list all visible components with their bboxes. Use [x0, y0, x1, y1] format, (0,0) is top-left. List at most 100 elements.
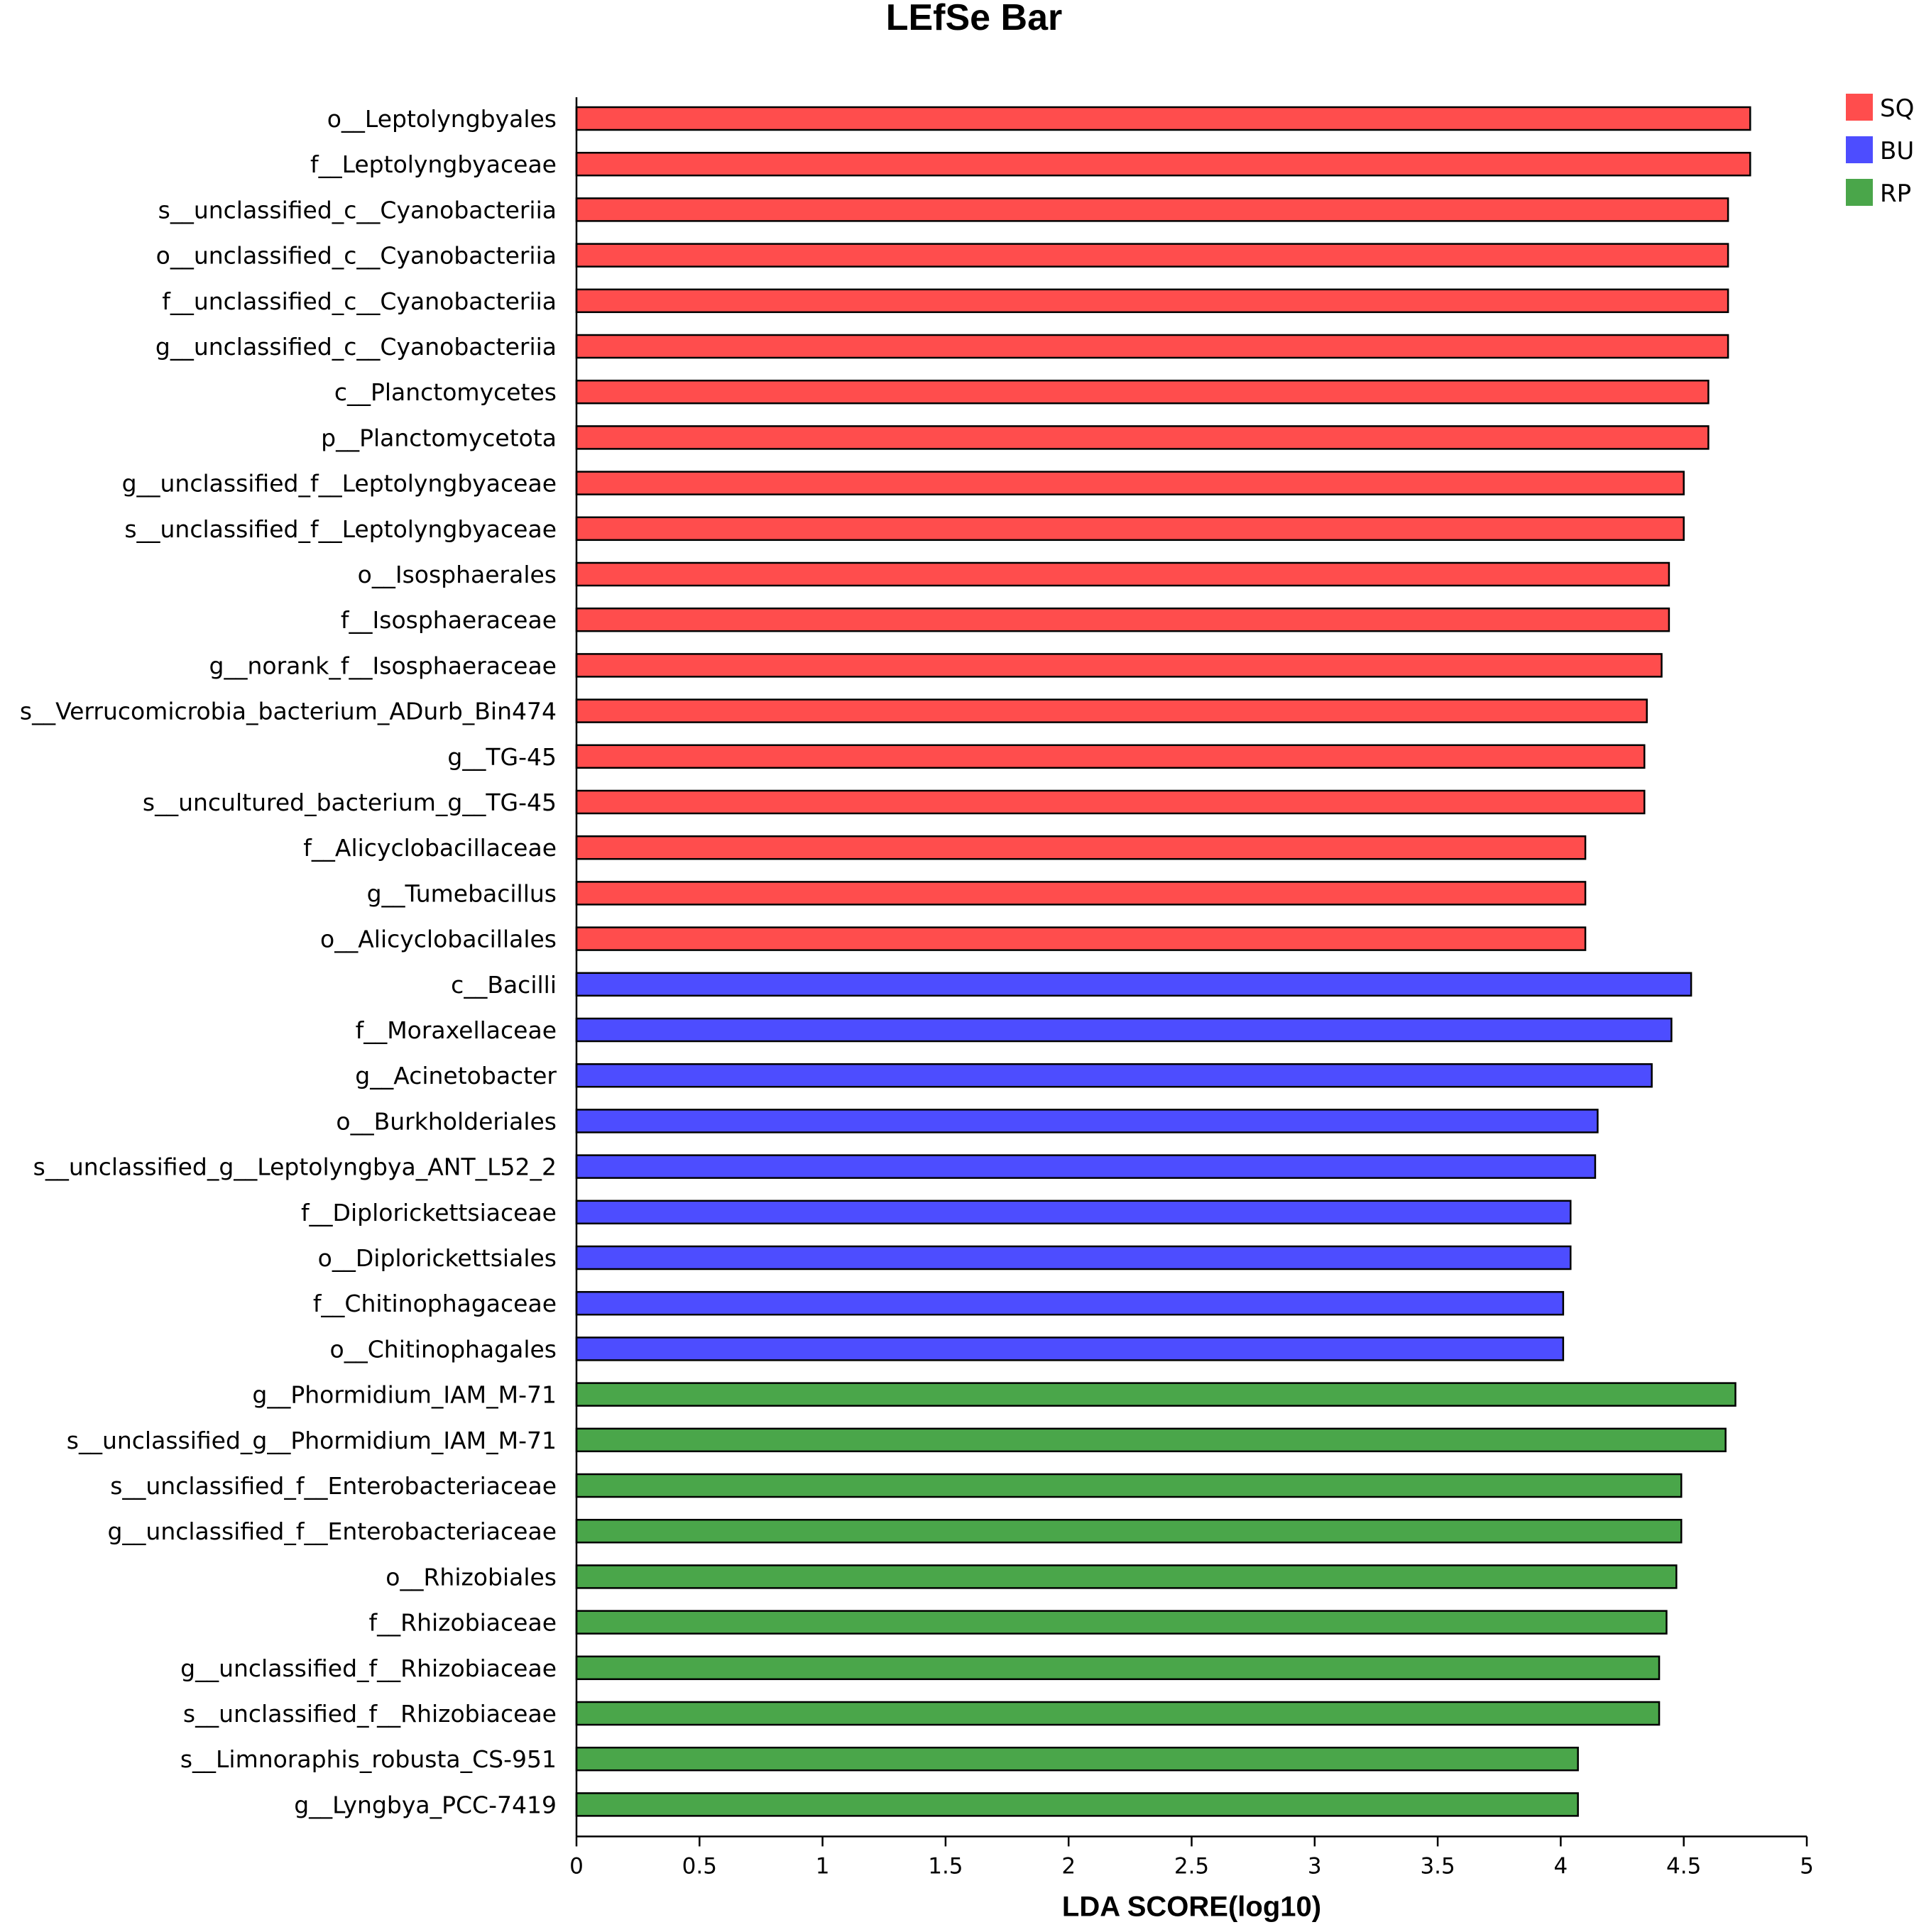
x-tick-label: 2.5 — [1174, 1853, 1209, 1879]
legend-swatch-SQ — [1846, 94, 1873, 121]
x-tick-label: 2 — [1061, 1853, 1076, 1879]
category-label: f__Isosphaeraceae — [341, 606, 557, 634]
category-label: s__unclassified_f__Leptolyngbyaceae — [124, 515, 557, 543]
category-label: s__unclassified_c__Cyanobacteriia — [158, 196, 557, 224]
bar-g__Tumebacillus — [575, 881, 1587, 906]
category-label: f__Leptolyngbyaceae — [310, 150, 557, 178]
category-label: o__Isosphaerales — [358, 561, 557, 588]
legend-label-SQ: SQ — [1880, 94, 1914, 123]
category-label: o__Rhizobiales — [385, 1563, 557, 1591]
category-label: f__Chitinophagaceae — [313, 1290, 557, 1317]
legend-swatch-RP — [1846, 179, 1873, 206]
bar-g__norank_f__Isosphaeraceae — [575, 653, 1663, 678]
category-label: s__unclassified_f__Enterobacteriaceae — [110, 1472, 557, 1500]
bar-o__Rhizobiales — [575, 1564, 1678, 1589]
x-axis-ticks: 0 0.5 1 1.5 2 2.5 3 3.5 4 4.5 5 — [569, 1836, 1814, 1879]
category-label: c__Bacilli — [451, 971, 557, 999]
category-label: o__Alicyclobacillales — [320, 926, 557, 953]
x-tick-label: 4 — [1554, 1853, 1568, 1879]
category-label: g__Lyngbya_PCC-7419 — [294, 1791, 557, 1818]
bar-g__TG-45 — [575, 744, 1646, 769]
bar-f__Moraxellaceae — [575, 1017, 1673, 1043]
category-label: o__unclassified_c__Cyanobacteriia — [156, 242, 557, 270]
bar-f__Leptolyngbyaceae — [575, 151, 1751, 177]
category-label: f__Moraxellaceae — [356, 1016, 557, 1044]
bar-c__Planctomycetes — [575, 379, 1710, 405]
bar-g__unclassified_f__Rhizobiaceae — [575, 1655, 1661, 1681]
bar-s__unclassified_f__Rhizobiaceae — [575, 1701, 1661, 1726]
x-tick-label: 5 — [1800, 1853, 1814, 1879]
bar-o__Leptolyngbyales — [575, 106, 1751, 131]
x-tick-label: 3 — [1308, 1853, 1322, 1879]
category-label: g__unclassified_f__Enterobacteriaceae — [107, 1517, 557, 1545]
bar-f__Isosphaeraceae — [575, 607, 1670, 632]
bar-g__unclassified_f__Enterobacteriaceae — [575, 1518, 1683, 1544]
legend: SQ BU RP — [1846, 94, 1914, 208]
bar-o__unclassified_c__Cyanobacteriia — [575, 243, 1729, 268]
category-label: o__Chitinophagales — [330, 1335, 557, 1363]
legend-label-BU: BU — [1880, 137, 1914, 165]
category-label: g__norank_f__Isosphaeraceae — [209, 652, 557, 679]
category-label: g__Phormidium_IAM_M-71 — [252, 1381, 557, 1409]
bars-layer — [575, 106, 1751, 1817]
x-tick-label: 1.5 — [928, 1853, 963, 1879]
category-label: s__Limnoraphis_robusta_CS-951 — [180, 1745, 557, 1773]
bar-f__Alicyclobacillaceae — [575, 835, 1587, 860]
category-label: g__unclassified_f__Leptolyngbyaceae — [122, 470, 557, 498]
category-label: s__unclassified_g__Leptolyngbya_ANT_L52_… — [33, 1153, 557, 1181]
x-tick-label: 1 — [816, 1853, 830, 1879]
bar-c__Bacilli — [575, 972, 1692, 997]
bar-s__unclassified_c__Cyanobacteriia — [575, 197, 1729, 222]
bar-g__Phormidium_IAM_M-71 — [575, 1382, 1737, 1407]
x-tick-label: 3.5 — [1420, 1853, 1455, 1879]
category-label: s__Verrucomicrobia_bacterium_ADurb_Bin47… — [20, 698, 557, 725]
category-label: s__uncultured_bacterium_g__TG-45 — [143, 789, 557, 816]
category-label: g__TG-45 — [447, 743, 557, 771]
bar-o__Diplorickettsiales — [575, 1245, 1572, 1270]
bar-o__Chitinophagales — [575, 1337, 1565, 1361]
category-labels: o__Leptolyngbyales f__Leptolyngbyaceae s__… — [20, 105, 557, 1818]
bar-s__unclassified_f__Enterobacteriaceae — [575, 1473, 1683, 1498]
bar-s__unclassified_f__Leptolyngbyaceae — [575, 516, 1685, 542]
category-label: f__Rhizobiaceae — [369, 1609, 557, 1637]
category-label: o__Burkholderiales — [336, 1107, 557, 1135]
bar-g__unclassified_f__Leptolyngbyaceae — [575, 471, 1685, 495]
bar-f__unclassified_c__Cyanobacteriia — [575, 288, 1729, 314]
legend-label-RP: RP — [1880, 180, 1911, 208]
bar-f__Rhizobiaceae — [575, 1610, 1668, 1635]
category-label: f__Diplorickettsiaceae — [301, 1199, 557, 1226]
category-label: g__Acinetobacter — [355, 1062, 557, 1090]
category-label: o__Diplorickettsiales — [318, 1244, 557, 1272]
bar-s__Verrucomicrobia_bacterium_ADurb_Bin474 — [575, 698, 1648, 723]
bar-p__Planctomycetota — [575, 425, 1710, 450]
bar-s__unclassified_g__Phormidium_IAM_M-71 — [575, 1427, 1727, 1453]
x-tick-label: 0 — [569, 1853, 584, 1879]
bar-s__unclassified_g__Leptolyngbya_ANT_L52_2 — [575, 1154, 1597, 1179]
category-label: f__unclassified_c__Cyanobacteriia — [162, 287, 557, 315]
x-axis-label: LDA SCORE(log10) — [1062, 1891, 1321, 1922]
category-label: p__Planctomycetota — [321, 424, 557, 451]
category-label: g__unclassified_f__Rhizobiaceae — [180, 1654, 557, 1682]
category-label: s__unclassified_g__Phormidium_IAM_M-71 — [67, 1427, 557, 1454]
bar-o__Alicyclobacillales — [575, 926, 1587, 951]
bar-g__Lyngbya_PCC-7419 — [575, 1792, 1579, 1817]
x-tick-label: 0.5 — [682, 1853, 717, 1879]
category-label: g__Tumebacillus — [367, 879, 557, 907]
category-label: c__Planctomycetes — [334, 378, 557, 406]
bar-s__Limnoraphis_robusta_CS-951 — [575, 1746, 1579, 1772]
bar-s__uncultured_bacterium_g__TG-45 — [575, 789, 1646, 815]
category-label: s__unclassified_f__Rhizobiaceae — [183, 1700, 557, 1728]
bar-o__Burkholderiales — [575, 1109, 1599, 1134]
bar-o__Isosphaerales — [575, 561, 1670, 587]
bar-f__Chitinophagaceae — [575, 1290, 1565, 1316]
chart-title: LEfSe Bar — [886, 0, 1063, 38]
category-label: o__Leptolyngbyales — [327, 105, 557, 133]
x-tick-label: 4.5 — [1666, 1853, 1701, 1879]
category-label: g__unclassified_c__Cyanobacteriia — [155, 333, 557, 361]
bar-f__Diplorickettsiaceae — [575, 1200, 1572, 1225]
category-label: f__Alicyclobacillaceae — [303, 834, 557, 862]
legend-swatch-BU — [1846, 136, 1873, 163]
bar-g__Acinetobacter — [575, 1063, 1653, 1088]
bar-g__unclassified_c__Cyanobacteriia — [575, 334, 1729, 359]
